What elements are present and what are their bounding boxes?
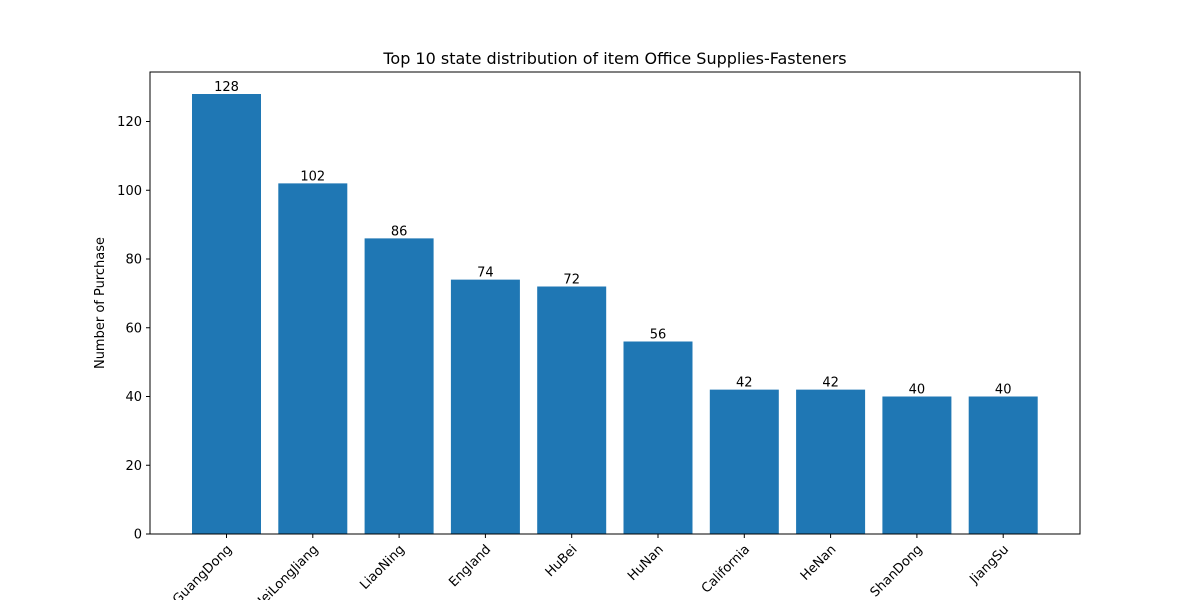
x-tick-label-guangdong: GuangDong [170,542,235,600]
bars-layer: 128 102 86 74 72 56 42 42 40 40 [192,80,1038,535]
bar-england [450,279,520,535]
y-tick-label-120: 120 [117,115,142,130]
x-tick-label-henan: HeNan [798,542,840,584]
x-tick-label-liaoning: LiaoNing [357,542,408,593]
data-label-california: 42 [736,376,753,391]
data-label-henan: 42 [822,376,839,391]
data-label-shandong: 40 [909,383,926,398]
x-tick-label-shandong: ShanDong [868,542,926,600]
y-tick-label-20: 20 [125,459,142,474]
x-tick-label-england: England [446,542,494,590]
x-axis: GuangDong HeiLongJiang LiaoNing England HuBe… [170,534,1012,600]
y-tick-label-40: 40 [125,390,142,405]
data-label-jiangsu: 40 [995,383,1012,398]
bar-california [709,389,779,535]
bar-guangdong [192,94,261,534]
bar-jiangsu [968,396,1038,534]
y-tick-label-80: 80 [125,253,142,268]
y-tick-label-0: 0 [134,528,142,543]
x-tick-label-heilongjiang: HeiLongJiang [251,542,322,600]
bar-henan [796,389,866,535]
x-tick-label-jiangsu: JiangSu [966,542,1012,588]
x-tick-label-california: California [699,542,753,596]
bar-shandong [882,396,952,534]
data-label-heilongjiang: 102 [300,169,325,184]
plot-frame [149,71,1081,535]
data-label-hunan: 56 [650,328,667,343]
y-axis-label: Number of Purchase [93,237,108,369]
data-label-england: 74 [477,266,494,281]
bar-hubei [537,286,607,534]
chart-title: Top 10 state distribution of item Office… [382,49,846,68]
data-label-hubei: 72 [563,273,580,288]
x-tick-label-hunan: HuNan [625,542,667,584]
bar-liaoning [364,238,434,535]
y-tick-label-100: 100 [117,184,142,199]
y-tick-label-60: 60 [125,321,142,336]
y-axis: 0 20 40 60 80 100 120 [117,115,150,543]
bar-hunan [623,341,693,534]
data-label-guangdong: 128 [214,80,239,95]
x-tick-label-hubei: HuBei [543,542,581,580]
bar-heilongjiang [278,183,348,535]
data-label-liaoning: 86 [391,224,408,239]
